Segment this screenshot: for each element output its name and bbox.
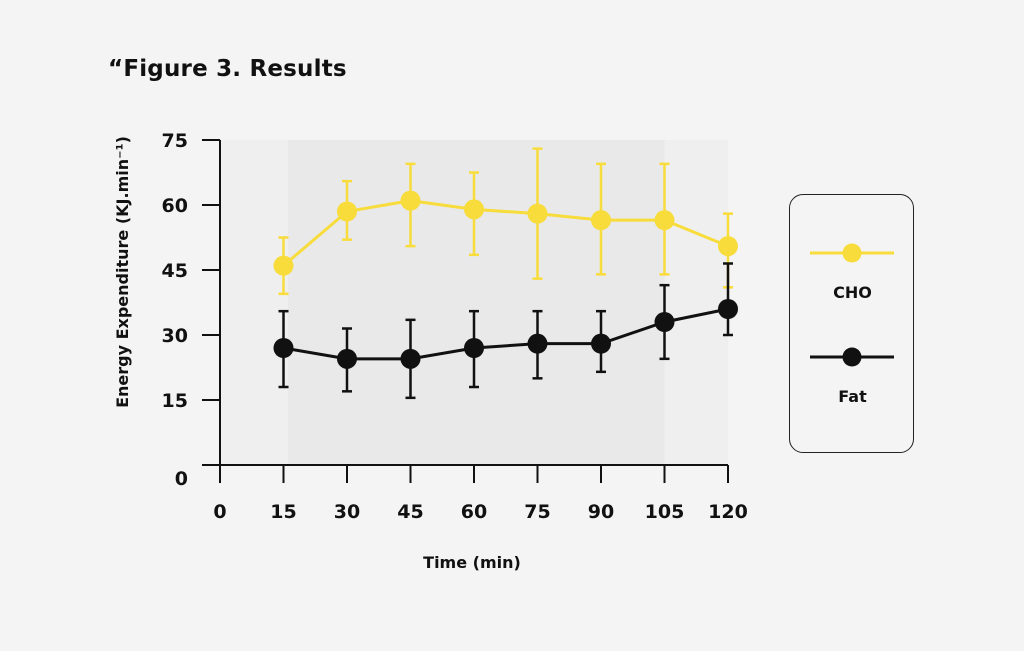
x-tick-label-75: 75 [524,501,550,523]
x-tick-label-15: 15 [270,501,296,523]
shaded-band [287,140,665,465]
chart-legend: CHO Fat [789,194,914,453]
figure-title: “Figure 3. Results [108,56,347,82]
fat-point-105 [654,312,675,332]
cho-point-120 [718,236,738,257]
fat-point-15 [273,338,294,358]
fat-point-120 [718,299,738,319]
fat-point-90 [591,333,611,354]
x-tick-label-0: 0 [213,501,226,523]
cho-point-15 [273,255,294,276]
legend-swatches [810,243,894,367]
legend-fat-marker [842,347,862,367]
y-tick-label-15: 15 [162,390,188,412]
legend-cho-marker [842,243,862,263]
x-tick-label-105: 105 [645,501,685,523]
y-tick-label-45: 45 [162,260,188,282]
cho-point-90 [591,210,611,231]
y-tick-label-30: 30 [162,325,188,347]
y-tick-label-60: 60 [162,195,188,217]
fat-point-45 [400,348,421,369]
fat-point-60 [464,338,484,358]
legend-label-cho: CHO [833,283,872,302]
fat-series-line [283,307,729,361]
x-tick-label-60: 60 [461,501,487,523]
y-tick-label-0: 0 [175,468,188,490]
fat-point-75 [527,333,548,354]
x-tick-label-30: 30 [334,501,360,523]
x-tick-label-90: 90 [588,501,614,523]
y-axis-title: Energy Expenditure (KJ.min⁻¹) [113,136,132,408]
legend-label-fat: Fat [838,387,867,406]
fat-point-30 [337,348,357,369]
cho-series-line [282,199,729,267]
cho-point-60 [464,199,484,220]
y-tick-label-75: 75 [162,130,188,152]
cho-point-45 [400,190,421,211]
cho-point-105 [654,210,675,231]
cho-point-75 [527,203,548,224]
cho-point-30 [337,201,357,222]
x-axis-title: Time (min) [423,553,521,572]
x-tick-label-45: 45 [397,501,423,523]
x-tick-label-120: 120 [708,501,748,523]
